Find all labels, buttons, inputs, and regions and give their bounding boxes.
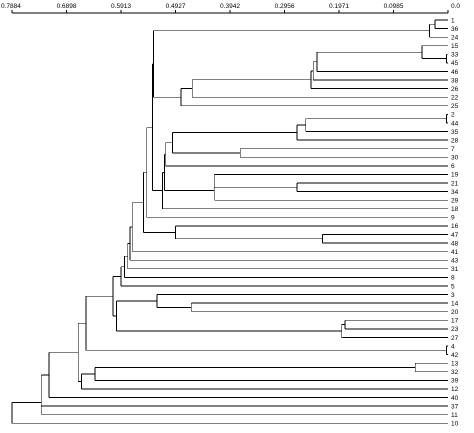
leaf-label: 28 bbox=[451, 137, 459, 144]
leaf-label: 26 bbox=[451, 86, 459, 93]
leaf-label: 46 bbox=[451, 69, 459, 76]
leaf-label: 4 bbox=[451, 343, 455, 350]
leaf-label: 31 bbox=[451, 266, 459, 273]
leaf-label: 34 bbox=[451, 189, 459, 196]
leaf-label: 13 bbox=[451, 361, 459, 368]
dendrogram-branches bbox=[11, 19, 448, 424]
leaf-label: 16 bbox=[451, 223, 459, 230]
leaf-label: 41 bbox=[451, 249, 459, 256]
leaf-label: 36 bbox=[451, 26, 459, 33]
axis-tick-label: 0.2956 bbox=[275, 3, 295, 10]
leaf-label: 39 bbox=[451, 378, 459, 385]
leaf-label: 11 bbox=[451, 412, 458, 419]
leaf-label: 24 bbox=[451, 34, 459, 41]
leaf-label: 20 bbox=[451, 309, 459, 316]
leaf-label: 27 bbox=[451, 335, 459, 342]
axis-tick-label: 0.0985 bbox=[384, 3, 404, 10]
axis-tick-label: 0.0 bbox=[451, 3, 460, 10]
leaf-label: 40 bbox=[451, 395, 459, 402]
leaf-label: 10 bbox=[451, 421, 459, 428]
leaf-label: 48 bbox=[451, 240, 459, 247]
leaf-label: 19 bbox=[451, 172, 459, 179]
leaf-label: 47 bbox=[451, 232, 459, 239]
leaf-label: 1 bbox=[451, 17, 455, 24]
leaf-label: 6 bbox=[451, 163, 455, 170]
leaf-label: 9 bbox=[451, 215, 455, 222]
leaf-label: 42 bbox=[451, 352, 459, 359]
leaf-label: 15 bbox=[451, 43, 459, 50]
axis-tick-label: 0.3942 bbox=[220, 3, 240, 10]
axis-tick-label: 0.6898 bbox=[57, 3, 77, 10]
leaf-label: 7 bbox=[451, 146, 455, 153]
leaf-label: 33 bbox=[451, 52, 459, 59]
leaf-label: 32 bbox=[451, 369, 459, 376]
leaf-label: 3 bbox=[451, 292, 455, 299]
leaf-label: 30 bbox=[451, 155, 459, 162]
distance-axis: 0.7884 0.6898 0.5913 0.4927 0.3942 0.2956 0.19… bbox=[1, 3, 460, 14]
axis-tick-label: 0.7884 bbox=[1, 3, 21, 10]
leaf-label: 8 bbox=[451, 275, 455, 282]
leaf-labels: 1362415334546382622252443528730619213429… bbox=[451, 17, 459, 427]
leaf-label: 45 bbox=[451, 60, 459, 67]
leaf-label: 18 bbox=[451, 206, 459, 213]
axis-tick-label: 0.1971 bbox=[329, 3, 349, 10]
leaf-label: 22 bbox=[451, 95, 459, 102]
leaf-label: 25 bbox=[451, 103, 459, 110]
leaf-label: 5 bbox=[451, 283, 455, 290]
axis-tick-label: 0.5913 bbox=[111, 3, 131, 10]
leaf-label: 2 bbox=[451, 112, 455, 119]
leaf-label: 23 bbox=[451, 326, 459, 333]
leaf-label: 29 bbox=[451, 197, 459, 204]
leaf-label: 35 bbox=[451, 129, 459, 136]
leaf-label: 14 bbox=[451, 300, 459, 307]
leaf-label: 44 bbox=[451, 120, 459, 127]
leaf-label: 43 bbox=[451, 258, 459, 265]
leaf-label: 38 bbox=[451, 77, 459, 84]
leaf-label: 21 bbox=[451, 180, 459, 187]
leaf-label: 17 bbox=[451, 318, 459, 325]
leaf-label: 37 bbox=[451, 403, 459, 410]
leaf-label: 12 bbox=[451, 386, 459, 393]
axis-tick-label: 0.4927 bbox=[166, 3, 186, 10]
